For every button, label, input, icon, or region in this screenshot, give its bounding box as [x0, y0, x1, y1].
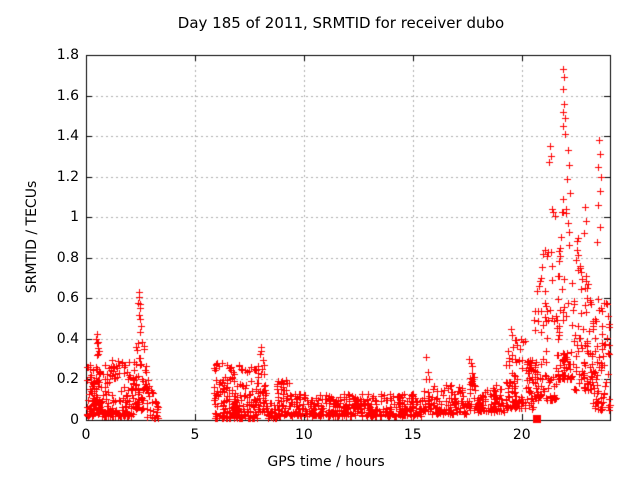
y-tick-label: 1.2 [56, 168, 79, 185]
y-tick-label: 1.8 [56, 47, 79, 63]
y-tick-label: 1.4 [56, 128, 79, 145]
x-tick-label: 5 [190, 427, 200, 443]
y-tick-label: 0.8 [56, 249, 79, 266]
y-tick-label: 1.6 [56, 87, 79, 104]
y-tick-label: 0 [70, 412, 79, 428]
y-tick-label: 1 [70, 209, 79, 226]
x-tick-label: 10 [294, 427, 313, 443]
y-tick-label: 0.4 [56, 330, 79, 347]
y-tick-label: 0.6 [56, 290, 79, 307]
y-axis-title: SRMTID / TECUs [24, 180, 40, 294]
x-axis-title: GPS time / hours [267, 454, 385, 470]
x-tick-label: 15 [403, 427, 422, 443]
x-tick-label: 0 [81, 427, 91, 443]
y-tick-label: 0.2 [56, 371, 79, 388]
chart-title: Day 185 of 2011, SRMTID for receiver dub… [177, 14, 505, 32]
x-tick-label: 20 [512, 427, 531, 443]
